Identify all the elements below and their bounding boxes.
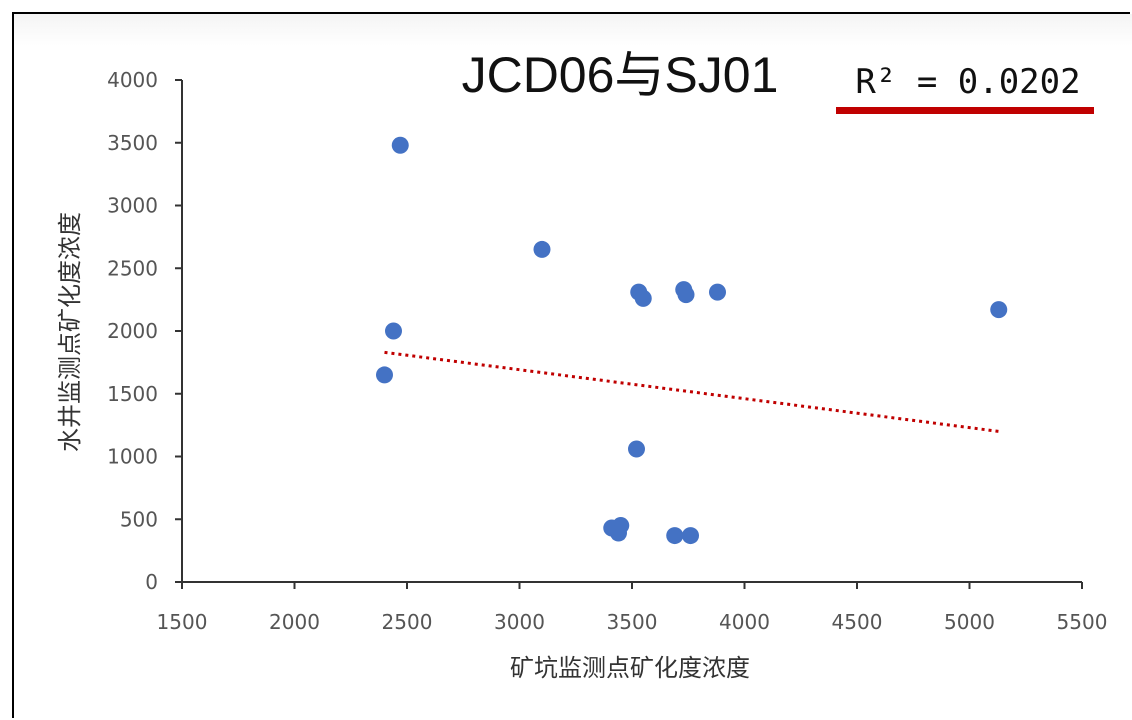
- annotation-underline: [836, 107, 1094, 114]
- y-tick-label: 1500: [107, 382, 158, 406]
- x-tick-label: 2500: [382, 610, 433, 634]
- y-tick-label: 2000: [107, 319, 158, 343]
- y-tick-label: 3000: [107, 194, 158, 218]
- y-tick-label: 2500: [107, 256, 158, 280]
- y-tick-label: 500: [120, 507, 158, 531]
- data-point: [709, 283, 726, 301]
- y-axis: 0 500 1000 1500 2000 2500 3000 3500 4000: [107, 68, 183, 594]
- data-point: [391, 136, 409, 154]
- data-point: [666, 527, 684, 545]
- r-squared-annotation: R² = 0.0202: [855, 62, 1080, 102]
- x-tick-label: 2000: [269, 610, 320, 634]
- y-tick-label: 1000: [107, 445, 158, 469]
- x-tick-label: 4000: [719, 610, 770, 634]
- chart-title: JCD06与SJ01: [462, 47, 779, 103]
- data-points: [376, 136, 1008, 545]
- top-band: [14, 14, 1132, 46]
- x-tick-label: 5000: [944, 610, 995, 634]
- y-tick-label: 4000: [107, 68, 158, 92]
- y-axis-label: 水井监测点矿化度浓度: [56, 212, 84, 452]
- data-point: [533, 240, 551, 258]
- data-point: [610, 524, 627, 542]
- x-axis: 1500 2000 2500 3000 3500 4000 4500 5000 5500: [157, 581, 1108, 634]
- x-tick-label: 1500: [157, 610, 208, 634]
- chart-frame: [12, 12, 1130, 718]
- data-point: [376, 366, 393, 384]
- x-tick-label: 5500: [1057, 610, 1108, 634]
- x-tick-label: 3500: [607, 610, 658, 634]
- data-point: [628, 440, 645, 458]
- y-tick-label: 3500: [107, 131, 158, 155]
- y-tick-label: 0: [145, 570, 158, 594]
- data-point: [990, 301, 1008, 319]
- x-axis-label: 矿坑监测点矿化度浓度: [510, 654, 750, 682]
- data-point: [682, 527, 699, 545]
- linear-trendline: [384, 350, 999, 433]
- data-point: [385, 322, 402, 340]
- trendline-group: [384, 350, 999, 433]
- data-point: [677, 286, 695, 304]
- data-point: [634, 289, 652, 307]
- x-tick-label: 3000: [494, 610, 545, 634]
- x-tick-label: 4500: [832, 610, 883, 634]
